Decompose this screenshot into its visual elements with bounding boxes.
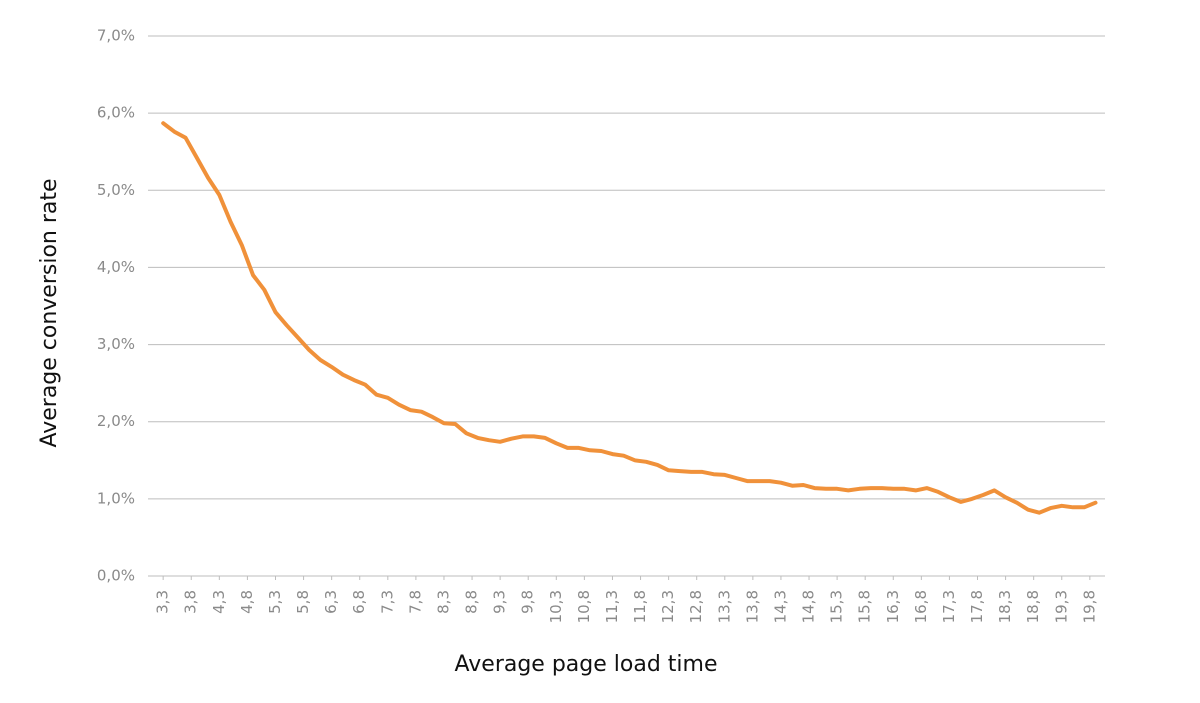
x-tick-label: 15,3 [828, 590, 846, 623]
x-tick-label: 4,8 [238, 590, 256, 614]
x-tick-label: 3,8 [182, 590, 200, 614]
x-tick-label: 17,8 [968, 590, 986, 623]
x-tick-label: 11,8 [631, 590, 649, 623]
x-tick-label: 6,8 [350, 590, 368, 614]
y-tick-label: 0,0% [97, 567, 135, 585]
x-tick-label: 3,3 [154, 590, 172, 614]
x-tick-label: 9,8 [519, 590, 537, 614]
x-tick-label: 17,3 [940, 590, 958, 623]
x-tick-label: 16,3 [884, 590, 902, 623]
y-tick-label: 3,0% [97, 335, 135, 353]
x-tick-label: 9,3 [491, 590, 509, 614]
x-tick-label: 5,3 [266, 590, 284, 614]
y-tick-label: 7,0% [97, 27, 135, 45]
x-tick-label: 19,3 [1052, 590, 1070, 623]
x-tick-label: 13,8 [743, 590, 761, 623]
x-tick-label: 13,3 [715, 590, 733, 623]
x-tick-label: 10,3 [547, 590, 565, 623]
x-tick-label: 18,8 [1024, 590, 1042, 623]
x-tick-label: 8,3 [434, 590, 452, 614]
x-tick-label: 12,8 [687, 590, 705, 623]
x-tick-label: 8,8 [463, 590, 481, 614]
y-tick-label: 1,0% [97, 489, 135, 507]
x-tick-label: 14,8 [800, 590, 818, 623]
data-line [161, 121, 1098, 515]
x-tick-label: 14,3 [771, 590, 789, 623]
x-tick-label: 16,8 [912, 590, 930, 623]
x-tick-label: 7,8 [406, 590, 424, 614]
x-tick-label: 6,3 [322, 590, 340, 614]
x-tick-label: 10,8 [575, 590, 593, 623]
x-tick-label: 7,3 [378, 590, 396, 614]
x-tick-label: 12,3 [659, 590, 677, 623]
x-tick-label: 5,8 [294, 590, 312, 614]
y-axis-title: Average conversion rate [37, 178, 62, 447]
y-tick-label: 2,0% [97, 412, 135, 430]
x-tick-label: 18,3 [996, 590, 1014, 623]
y-tick-label: 5,0% [97, 181, 135, 199]
x-axis-title: Average page load time [455, 652, 718, 677]
x-tick-label: 11,3 [603, 590, 621, 623]
y-tick-label: 6,0% [97, 104, 135, 122]
x-tick-label: 4,3 [210, 590, 228, 614]
y-tick-label: 4,0% [97, 258, 135, 276]
x-tick-label: 15,8 [856, 590, 874, 623]
x-tick-label: 19,8 [1080, 590, 1098, 623]
